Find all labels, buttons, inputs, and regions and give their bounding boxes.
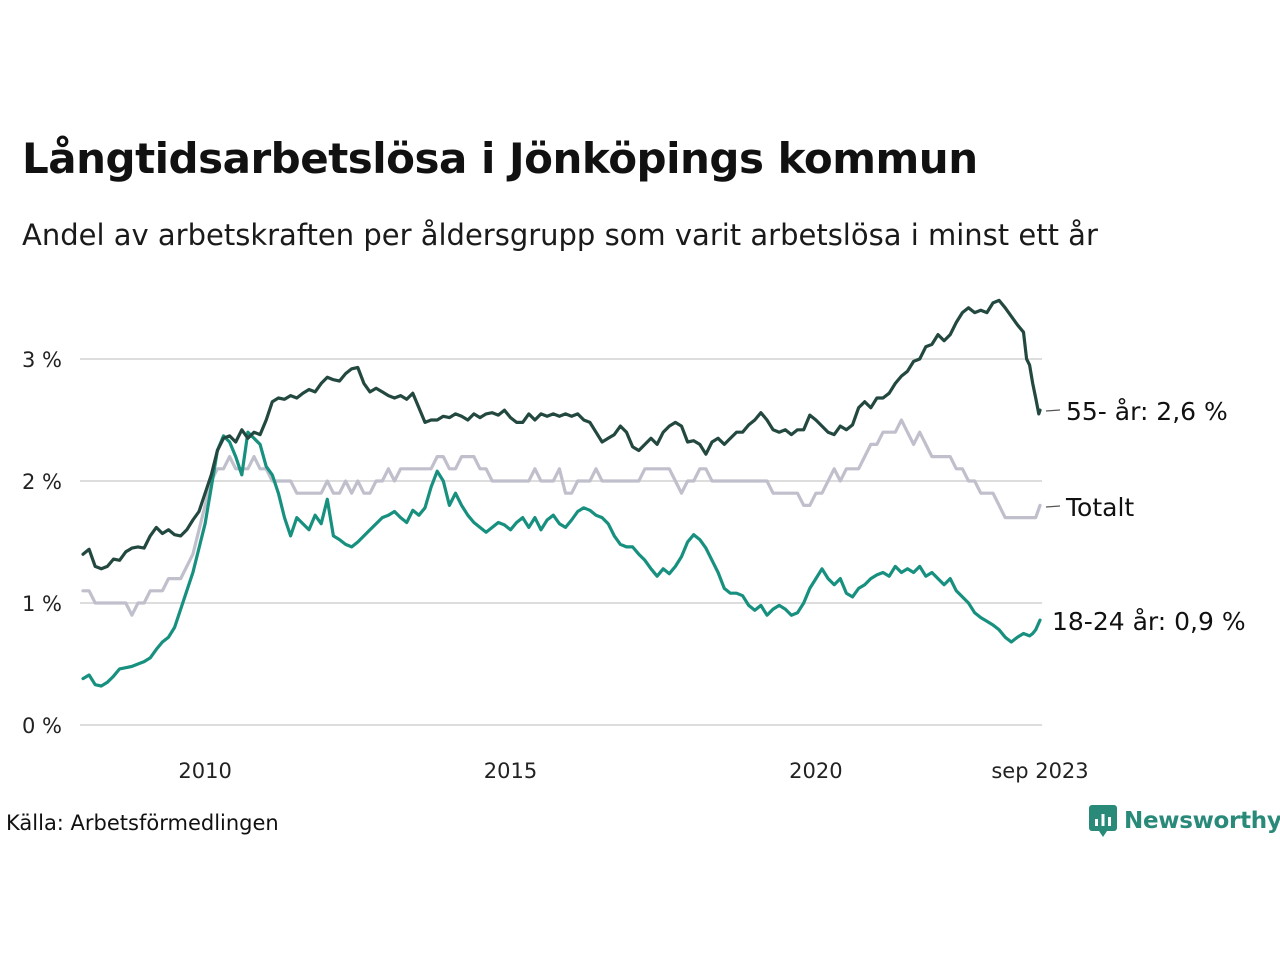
x-tick-label: 2015 <box>484 759 537 783</box>
brand-logo: Newsworthy <box>1088 804 1280 838</box>
x-axis-ticks: 2010 2015 2020 sep 2023 <box>178 759 1088 783</box>
grid-lines <box>80 358 1042 726</box>
series-line-young <box>81 430 1042 688</box>
y-axis-ticks: 0 % 1 % 2 % 3 % <box>22 348 62 738</box>
series-line-older <box>81 298 1042 571</box>
label-leader-total <box>1045 505 1061 508</box>
series-end-label-older: 55- år: 2,6 % <box>1066 397 1228 426</box>
y-tick-label: 0 % <box>22 714 62 738</box>
chart-title: Långtidsarbetslösa i Jönköpings kommun <box>22 134 978 183</box>
chart-subtitle: Andel av arbetskraften per åldersgrupp s… <box>22 218 1098 252</box>
y-tick-label: 2 % <box>22 470 62 494</box>
series-line-total <box>81 418 1042 617</box>
series-end-label-young: 18-24 år: 0,9 % <box>1052 607 1246 636</box>
source-note: Källa: Arbetsförmedlingen <box>6 811 279 835</box>
newsworthy-logo-icon <box>1089 805 1117 837</box>
x-tick-label: 2010 <box>178 759 231 783</box>
y-tick-label: 1 % <box>22 592 62 616</box>
series-lines <box>81 298 1042 688</box>
brand-name: Newsworthy <box>1124 808 1280 834</box>
series-end-label-total: Totalt <box>1065 493 1134 522</box>
series-end-labels: 55- år: 2,6 % Totalt 18-24 år: 0,9 % <box>1045 397 1246 636</box>
y-tick-label: 3 % <box>22 348 62 372</box>
x-tick-label: sep 2023 <box>991 759 1088 783</box>
x-tick-label: 2020 <box>789 759 842 783</box>
label-leader-older <box>1045 409 1061 412</box>
